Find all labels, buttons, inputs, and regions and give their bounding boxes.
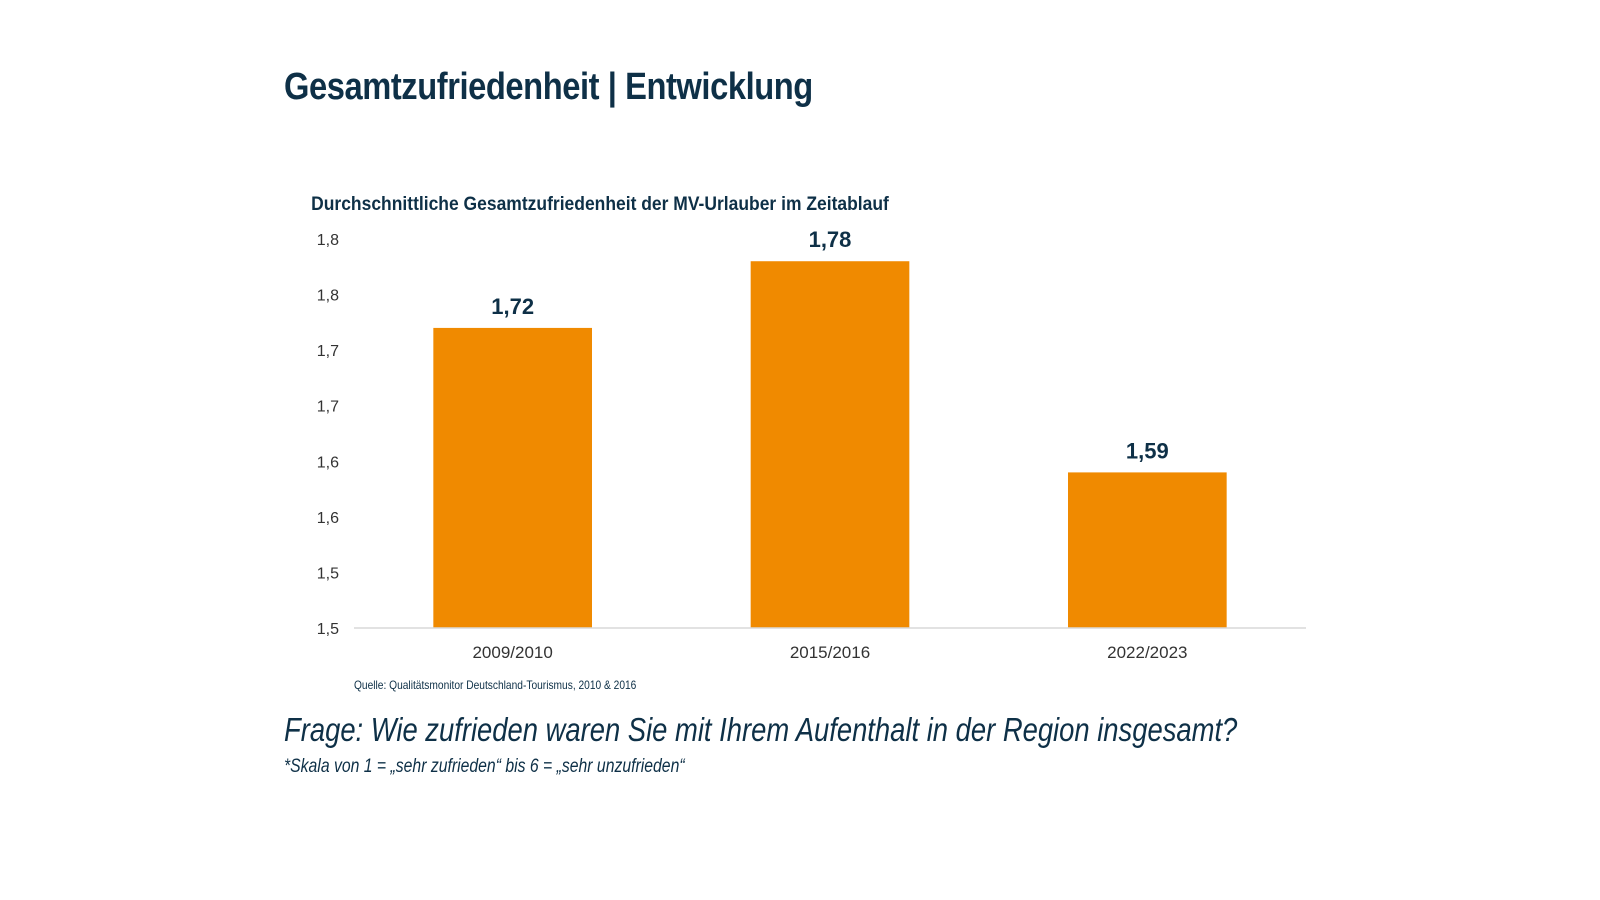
y-tick-label: 1,6 [317, 510, 339, 527]
y-tick-label: 1,5 [317, 565, 339, 582]
y-tick-label: 1,8 [317, 288, 339, 305]
x-axis: 2009/2010 2015/2016 2022/2023 [354, 627, 1306, 662]
scale-note: *Skala von 1 = „sehr zufrieden“ bis 6 = … [284, 756, 685, 777]
data-labels: 1,72 1,78 1,59 [491, 227, 1168, 463]
survey-question: Frage: Wie zufrieden waren Sie mit Ihrem… [284, 711, 1238, 748]
y-tick-label: 1,5 [317, 621, 339, 638]
source-note: Quelle: Qualitätsmonitor Deutschland-Tou… [354, 678, 637, 692]
y-tick-label: 1,7 [317, 343, 339, 360]
y-axis: 1,5 1,5 1,6 1,6 1,7 1,7 1,8 1,8 [317, 232, 339, 638]
chart-title: Durchschnittliche Gesamtzufriedenheit de… [311, 192, 890, 214]
y-tick-label: 1,6 [317, 454, 339, 471]
y-tick-label: 1,7 [317, 399, 339, 416]
x-tick-label: 2009/2010 [472, 643, 552, 662]
x-tick-label: 2022/2023 [1107, 643, 1187, 662]
y-tick-label: 1,8 [317, 232, 339, 249]
data-label: 1,72 [491, 294, 534, 319]
bars [433, 261, 1227, 628]
data-label: 1,59 [1126, 438, 1169, 463]
page-title: Gesamtzufriedenheit | Entwicklung [284, 66, 813, 108]
x-tick-label: 2015/2016 [790, 643, 870, 662]
data-label: 1,78 [809, 227, 852, 252]
bar-2015-2016 [750, 261, 910, 628]
bar-2009-2010 [433, 327, 592, 628]
bar-2022-2023 [1068, 472, 1227, 628]
